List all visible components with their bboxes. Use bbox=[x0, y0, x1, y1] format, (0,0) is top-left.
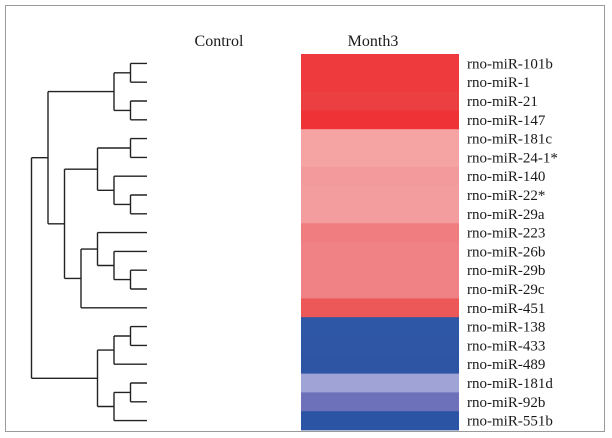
heatmap-cell bbox=[301, 54, 459, 74]
heatmap-cell bbox=[301, 223, 459, 243]
heatmap-cells bbox=[301, 54, 459, 431]
row-label: rno-miR-29b bbox=[467, 263, 545, 279]
column-label-month3: Month3 bbox=[348, 33, 399, 50]
heatmap-cell bbox=[301, 110, 459, 130]
heatmap-cell bbox=[301, 392, 459, 412]
heatmap-cell bbox=[301, 317, 459, 337]
row-dendrogram bbox=[30, 62, 147, 422]
heatmap-cell bbox=[301, 411, 459, 431]
heatmap-cell bbox=[301, 242, 459, 262]
row-label: rno-miR-223 bbox=[467, 226, 545, 242]
heatmap-cell bbox=[301, 148, 459, 168]
heatmap-cell bbox=[301, 72, 459, 92]
row-label: rno-miR-26b bbox=[467, 244, 545, 260]
heatmap-cell bbox=[301, 91, 459, 111]
column-label-control: Control bbox=[195, 33, 244, 50]
row-label: rno-miR-451 bbox=[467, 301, 545, 317]
row-labels: rno-miR-101b rno-miR-1 rno-miR-21 rno-miR-1… bbox=[467, 56, 558, 429]
row-label: rno-miR-140 bbox=[467, 169, 545, 185]
heatmap-cell bbox=[301, 298, 459, 318]
heatmap-cell bbox=[301, 354, 459, 374]
row-label: rno-miR-29a bbox=[467, 207, 545, 223]
row-label: rno-miR-21 bbox=[467, 94, 538, 110]
heatmap-cell bbox=[301, 279, 459, 299]
heatmap-cell bbox=[301, 166, 459, 186]
figure-frame bbox=[5, 5, 605, 432]
row-label: rno-miR-1 bbox=[467, 75, 530, 91]
row-label: rno-miR-29c bbox=[467, 282, 545, 298]
row-label: rno-miR-489 bbox=[467, 357, 545, 373]
heatmap-cell bbox=[301, 260, 459, 280]
row-label: rno-miR-24-1* bbox=[467, 150, 558, 166]
row-label: rno-miR-433 bbox=[467, 338, 545, 354]
row-label: rno-miR-92b bbox=[467, 395, 545, 411]
row-label: rno-miR-101b bbox=[467, 56, 553, 72]
heatmap-cell bbox=[301, 185, 459, 205]
heatmap-cell bbox=[301, 204, 459, 224]
row-label: rno-miR-147 bbox=[467, 113, 546, 129]
heatmap-cell bbox=[301, 336, 459, 356]
row-label: rno-miR-22* bbox=[467, 188, 545, 204]
row-label: rno-miR-181c bbox=[467, 132, 552, 148]
heatmap-cell bbox=[301, 373, 459, 393]
row-label: rno-miR-551b bbox=[467, 414, 553, 430]
column-labels: Control Month3 bbox=[195, 33, 399, 50]
row-label: rno-miR-138 bbox=[467, 320, 545, 336]
row-label: rno-miR-181d bbox=[467, 376, 553, 392]
heatmap-cell bbox=[301, 129, 459, 149]
